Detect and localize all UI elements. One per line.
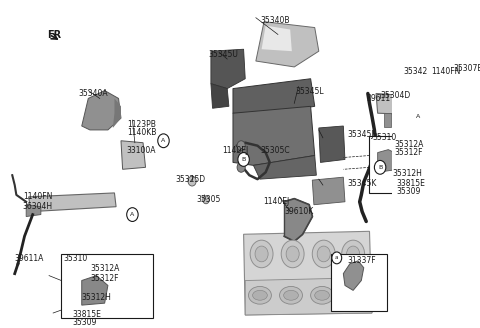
Text: 1140EJ: 1140EJ (263, 197, 289, 206)
Text: 1123PB: 1123PB (127, 120, 156, 129)
Text: 35310: 35310 (64, 254, 88, 263)
Polygon shape (319, 126, 345, 162)
Polygon shape (448, 67, 459, 98)
Text: 35325D: 35325D (176, 175, 206, 184)
Text: B: B (378, 165, 382, 170)
Text: 35312H: 35312H (392, 169, 422, 178)
Circle shape (188, 176, 196, 186)
Text: 35309: 35309 (396, 187, 421, 196)
Text: 35309: 35309 (72, 318, 96, 327)
Circle shape (417, 91, 427, 102)
Polygon shape (253, 155, 316, 179)
Polygon shape (245, 277, 372, 315)
Polygon shape (312, 177, 345, 205)
Polygon shape (113, 98, 121, 128)
Circle shape (255, 246, 268, 262)
Text: 35340B: 35340B (260, 16, 289, 25)
Circle shape (203, 196, 209, 204)
Polygon shape (376, 93, 448, 116)
Polygon shape (82, 276, 108, 305)
Polygon shape (262, 26, 292, 51)
Circle shape (238, 153, 249, 166)
Bar (400, 113, 407, 127)
Text: 35345K: 35345K (348, 179, 377, 188)
Circle shape (347, 246, 360, 262)
Text: 36304H: 36304H (23, 202, 53, 211)
Circle shape (281, 240, 304, 268)
Polygon shape (243, 231, 372, 315)
Text: 33100A: 33100A (127, 146, 156, 155)
Text: 1140FN: 1140FN (23, 192, 52, 201)
Circle shape (237, 162, 245, 172)
Text: 35312F: 35312F (90, 274, 119, 283)
Circle shape (312, 240, 335, 268)
Text: 31337F: 31337F (348, 256, 376, 265)
Text: 35305C: 35305C (260, 146, 289, 155)
Ellipse shape (279, 286, 302, 304)
Polygon shape (378, 150, 400, 172)
Text: 35345L: 35345L (295, 87, 324, 96)
Text: 1140EJ: 1140EJ (222, 146, 249, 155)
Bar (433, 113, 440, 127)
Text: A: A (130, 212, 134, 217)
Polygon shape (233, 79, 315, 116)
Text: 39611: 39611 (366, 93, 390, 103)
Text: a: a (335, 256, 338, 260)
Text: 35312A: 35312A (394, 140, 423, 149)
Text: 35342: 35342 (403, 67, 427, 76)
Ellipse shape (344, 290, 359, 300)
Circle shape (413, 109, 424, 123)
Bar (370, 136, 443, 193)
Circle shape (317, 246, 330, 262)
Polygon shape (233, 106, 315, 165)
Bar (417, 113, 423, 127)
Circle shape (286, 246, 299, 262)
Polygon shape (343, 261, 364, 290)
Polygon shape (256, 22, 319, 67)
Ellipse shape (340, 286, 363, 304)
Text: 35312F: 35312F (394, 148, 422, 157)
Text: 35307B: 35307B (454, 64, 480, 73)
Polygon shape (26, 205, 41, 216)
Text: A: A (417, 113, 420, 119)
Circle shape (374, 160, 386, 174)
Text: 35345U: 35345U (208, 50, 239, 59)
Polygon shape (29, 193, 116, 212)
Bar (331, 254, 387, 311)
Ellipse shape (252, 290, 267, 300)
Text: 1140FN: 1140FN (431, 67, 460, 76)
Text: B: B (241, 157, 246, 162)
Text: 35310: 35310 (372, 133, 396, 142)
Text: 33815E: 33815E (72, 310, 101, 319)
Text: 1140KB: 1140KB (127, 128, 156, 137)
Text: 39610K: 39610K (285, 207, 314, 216)
Text: 39611A: 39611A (15, 254, 44, 263)
Polygon shape (211, 84, 229, 108)
Text: 35305: 35305 (196, 195, 221, 204)
Polygon shape (285, 199, 312, 241)
Text: 35340A: 35340A (78, 89, 108, 98)
Ellipse shape (249, 286, 271, 304)
Polygon shape (211, 49, 245, 89)
Ellipse shape (284, 290, 299, 300)
Ellipse shape (311, 286, 334, 304)
Text: 33815E: 33815E (396, 179, 425, 188)
Circle shape (158, 134, 169, 148)
Circle shape (237, 141, 245, 151)
Circle shape (250, 240, 273, 268)
Bar (61, 254, 153, 318)
Text: A: A (161, 138, 166, 143)
Text: 35312A: 35312A (90, 264, 120, 273)
Polygon shape (82, 91, 121, 130)
Circle shape (332, 252, 342, 264)
Bar (384, 113, 391, 127)
Text: 35304D: 35304D (380, 91, 410, 100)
Text: FR: FR (48, 30, 61, 40)
Ellipse shape (315, 290, 329, 300)
Circle shape (342, 240, 365, 268)
Polygon shape (121, 141, 145, 169)
Text: 35312H: 35312H (82, 293, 112, 302)
Text: 35345J: 35345J (348, 130, 374, 139)
Circle shape (127, 208, 138, 221)
